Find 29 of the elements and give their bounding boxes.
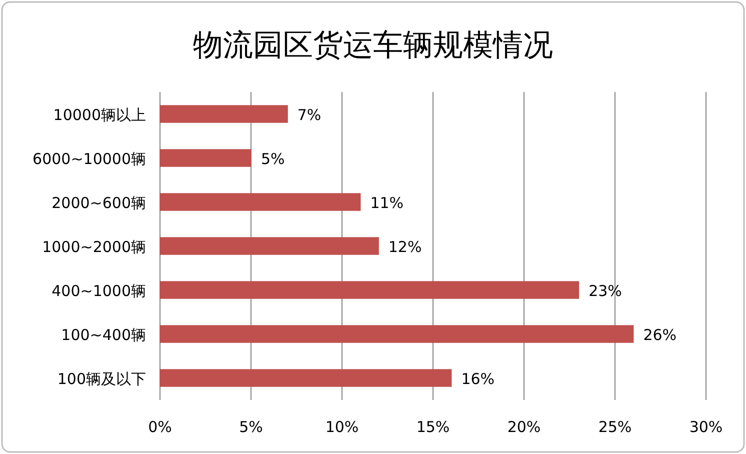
bar xyxy=(160,325,634,343)
x-tick-label: 20% xyxy=(507,418,541,436)
y-tick-label: 10000辆以上 xyxy=(53,106,146,124)
data-label: 11% xyxy=(370,194,404,212)
bar xyxy=(160,105,288,123)
y-tick-label: 100~400辆 xyxy=(61,326,146,344)
x-tick-label: 0% xyxy=(148,418,172,436)
bar xyxy=(160,237,379,255)
y-tick-label: 2000~600辆 xyxy=(52,194,146,212)
x-tick-label: 25% xyxy=(598,418,632,436)
y-tick-label: 400~1000辆 xyxy=(52,282,146,300)
y-tick-label: 1000~2000辆 xyxy=(42,238,146,256)
data-label: 7% xyxy=(297,106,322,124)
chart-title: 物流园区货运车辆规模情况 xyxy=(193,28,553,63)
x-tick-label: 10% xyxy=(325,418,359,436)
data-label: 16% xyxy=(461,370,495,388)
bar xyxy=(160,149,252,167)
y-tick-label: 6000~10000辆 xyxy=(32,150,146,168)
x-tick-label: 5% xyxy=(239,418,263,436)
data-label: 12% xyxy=(388,238,422,256)
bar xyxy=(160,193,361,211)
x-tick-label: 15% xyxy=(416,418,450,436)
x-tick-label: 30% xyxy=(689,418,723,436)
y-tick-label: 100辆及以下 xyxy=(57,370,146,388)
data-label: 5% xyxy=(261,150,285,168)
data-label: 23% xyxy=(588,282,622,300)
bar xyxy=(160,369,452,387)
data-label: 26% xyxy=(643,326,677,344)
bar xyxy=(160,281,580,299)
